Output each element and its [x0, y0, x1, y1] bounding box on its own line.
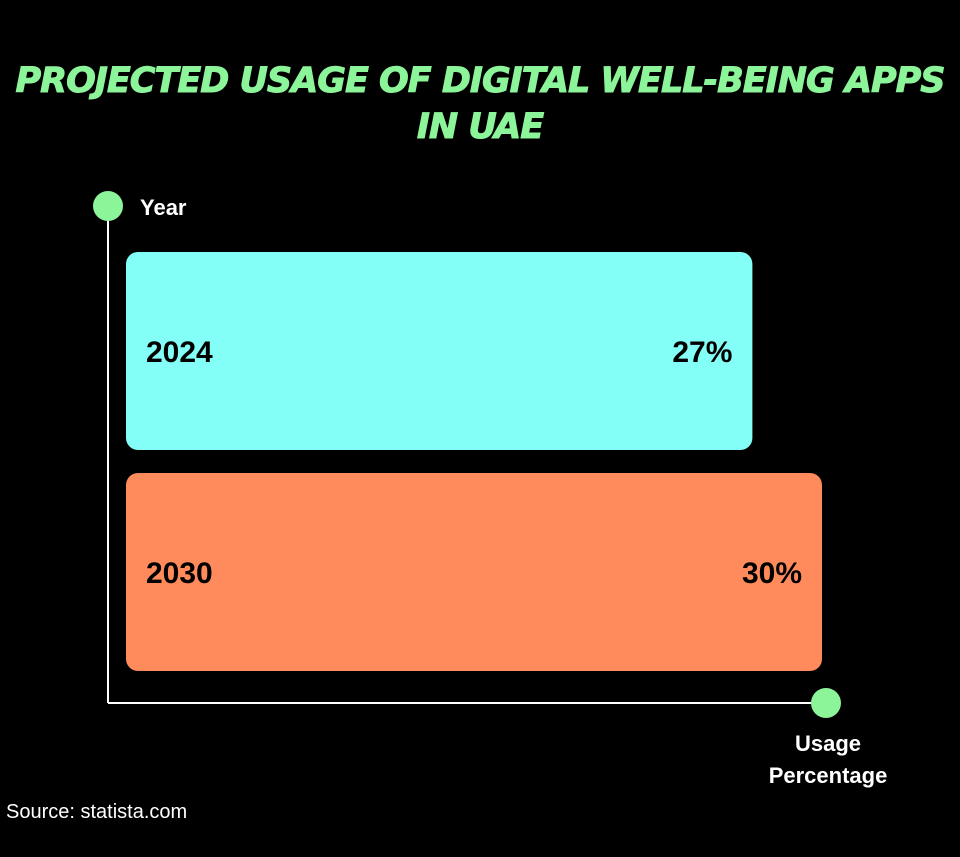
- x-axis-label: Usage Percentage: [768, 731, 888, 788]
- y-axis-marker: [93, 191, 123, 221]
- bars-group: 2024 27% 2030 30%: [126, 252, 822, 671]
- x-axis-marker: [811, 688, 841, 718]
- bar-2024: [126, 252, 753, 450]
- bar-category-label: 2030: [146, 557, 213, 590]
- bar-category-label: 2024: [146, 336, 213, 369]
- bar-2030: [126, 473, 822, 671]
- y-axis-label: Year: [140, 195, 187, 220]
- bar-value-label: 30%: [742, 557, 802, 590]
- bar-value-label: 27%: [672, 336, 732, 369]
- chart-title: PROJECTED USAGE OF DIGITAL WELL-BEING AP…: [15, 61, 946, 148]
- source-note: Source: statista.com: [6, 801, 188, 823]
